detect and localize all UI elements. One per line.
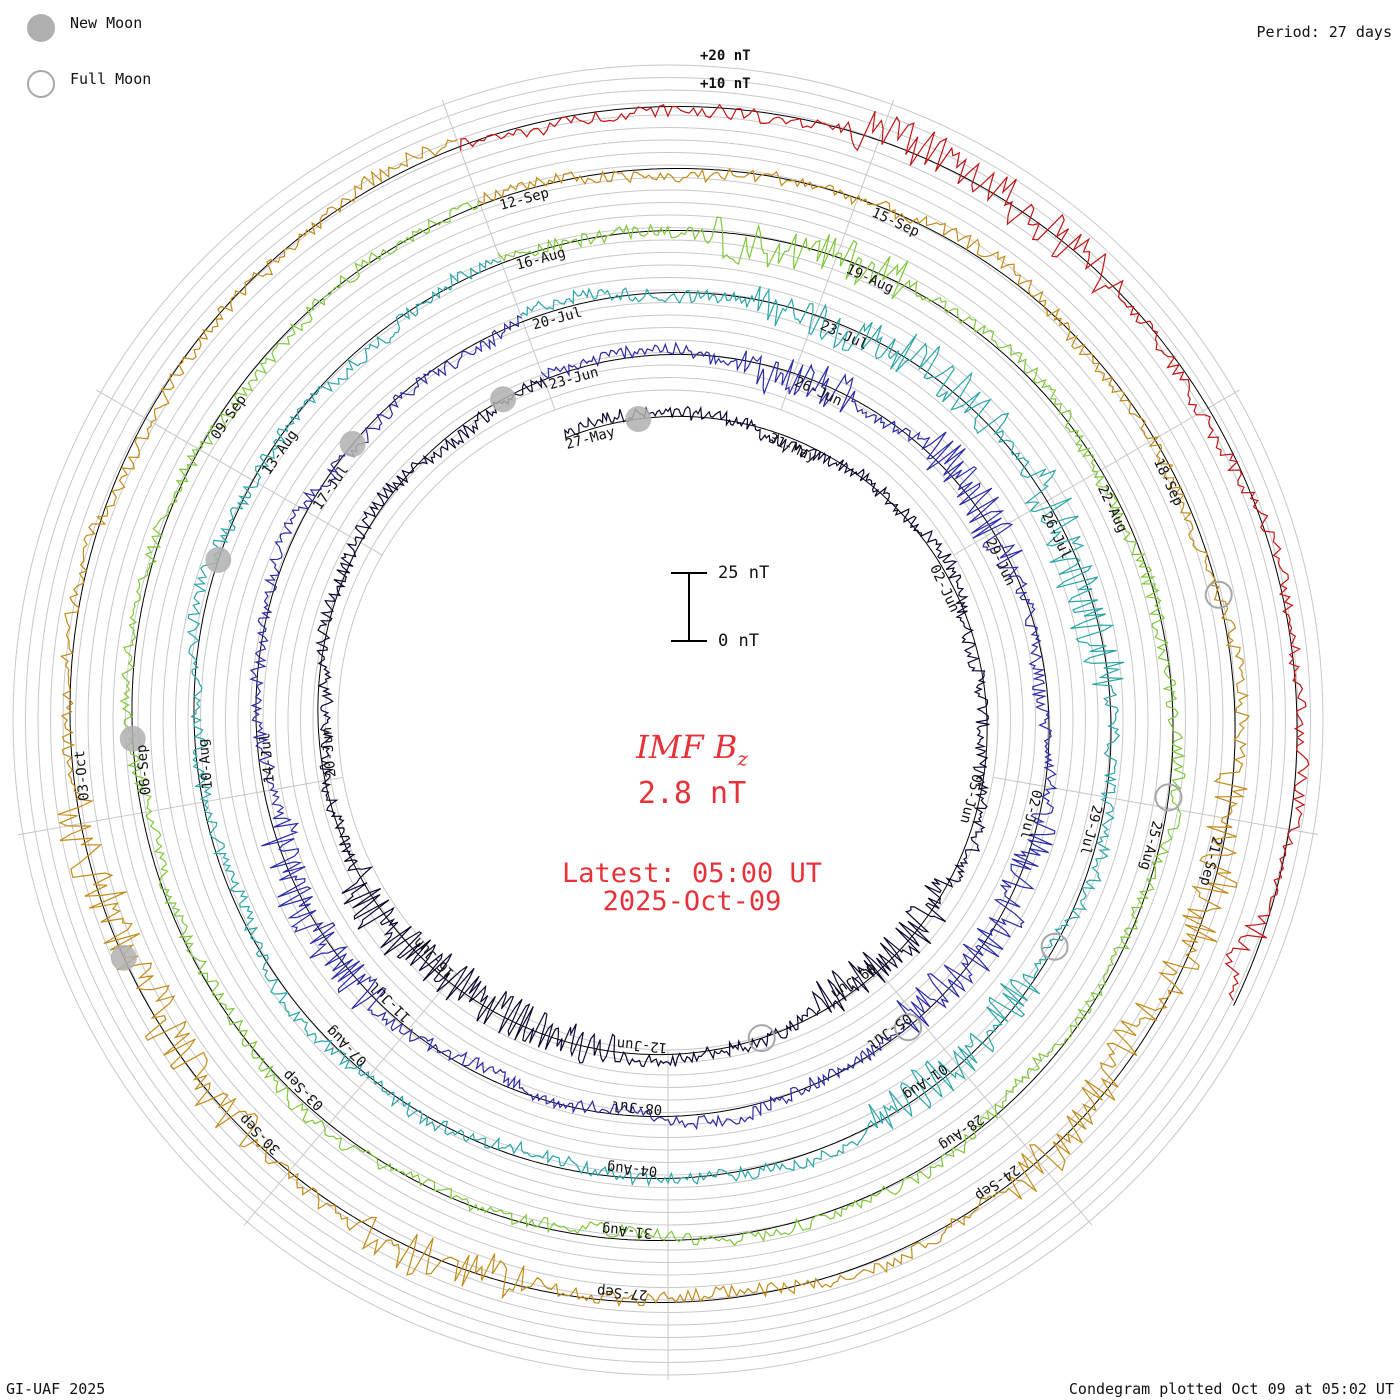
moon-markers (110, 386, 1233, 1053)
date-label: 12-Jun (616, 1035, 668, 1055)
bz-traces (57, 103, 1310, 1307)
new-moon-icon (27, 14, 55, 42)
center-title-main: IMF B (636, 728, 738, 766)
new-moon-marker-icon (119, 725, 146, 752)
date-label: 06-Sep (134, 744, 155, 796)
full-moon-marker-icon (894, 1013, 923, 1042)
full-moon-marker-icon (747, 1024, 776, 1053)
date-label: 20-Jul (531, 305, 584, 334)
new-moon-label: New Moon (70, 14, 143, 32)
rotation-spoke (953, 389, 1240, 556)
date-label: 04-Aug (606, 1159, 658, 1179)
rotation-spoke (243, 972, 457, 1226)
footer-plotted: Condegram plotted Oct 09 at 05:02 UT (1068, 1380, 1394, 1398)
grid-ring (312, 364, 1024, 1076)
date-label: 20-Jun (319, 726, 340, 778)
date-label: 27-Sep (596, 1283, 648, 1303)
period-label: Period: 27 days (1256, 23, 1392, 41)
date-label: 01-Aug (900, 1060, 950, 1102)
date-label: 31-Aug (601, 1221, 653, 1241)
date-label: 23-Jul (818, 318, 871, 354)
new-moon-marker-icon (490, 386, 517, 413)
new-moon-marker-icon (339, 431, 366, 457)
full-moon-icon (27, 70, 55, 98)
outer-scale-plus10: +10 nT (700, 76, 751, 92)
grid-ring (250, 302, 1086, 1138)
rotation-spoke (879, 972, 1093, 1226)
rotation-spoke (96, 389, 383, 556)
bz-trace-rotation-3 (186, 259, 1125, 1187)
date-label: 10-Aug (195, 738, 216, 790)
date-label: 08-Jul (611, 1097, 663, 1117)
new-moon-marker-icon (205, 546, 232, 573)
full-moon-marker-icon (1154, 783, 1183, 812)
date-label: 02-Jun (926, 562, 962, 615)
rotation-spoke (17, 776, 344, 836)
date-label: 14-Jul (257, 732, 278, 784)
rotation-spokes (17, 99, 1319, 1381)
bz-trace-rotation-6 (460, 103, 1310, 1001)
date-label: 11-Jul (367, 978, 414, 1025)
grid-ring (237, 289, 1099, 1151)
rotation-spoke (780, 99, 895, 411)
date-label: 29-Jun (982, 536, 1018, 589)
date-label: 26-Jul (1038, 509, 1074, 562)
scale-bar (671, 572, 707, 642)
scale-bar-bottom-label: 0 nT (718, 631, 759, 651)
footer-credit: GI-UAF 2025 (6, 1380, 106, 1398)
grid-ring (225, 277, 1111, 1163)
full-moon-marker-icon (1204, 580, 1233, 609)
scale-bar-top-label: 25 nT (718, 563, 770, 583)
latest-time: Latest: 05:00 UT (561, 858, 823, 889)
outer-scale-plus20: +20 nT (700, 48, 751, 64)
rotation-spoke (441, 99, 556, 411)
center-value: 2.8 nT (637, 776, 747, 811)
date-label: 27-May (564, 424, 617, 453)
center-title-sub: z (737, 746, 748, 771)
grid-ring (337, 389, 999, 1051)
new-moon-marker-icon (625, 406, 652, 432)
bz-trace-rotation-5 (57, 139, 1250, 1307)
date-label: 19-Aug (843, 261, 896, 297)
bz-trace-rotation-2 (249, 314, 1058, 1131)
grid-ring (287, 339, 1049, 1101)
latest-date: 2025-Oct-09 (602, 886, 782, 917)
center-title: IMF Bz (0, 728, 1384, 770)
date-label: 03-Oct (72, 750, 93, 802)
date-label: 31-May (766, 430, 819, 466)
bz-trace-rotation-4 (119, 199, 1186, 1247)
date-label: 07-Aug (323, 1022, 370, 1069)
new-moon-marker-icon (110, 944, 137, 971)
bz-trace-rotation-1 (315, 375, 990, 1068)
full-moon-label: Full Moon (70, 70, 152, 88)
date-label: 29-Jul (1076, 803, 1104, 856)
date-label: 16-Jun (410, 934, 457, 981)
rotation-spoke (992, 776, 1319, 836)
full-moon-marker-icon (1040, 932, 1069, 961)
grid-ring (300, 352, 1036, 1088)
